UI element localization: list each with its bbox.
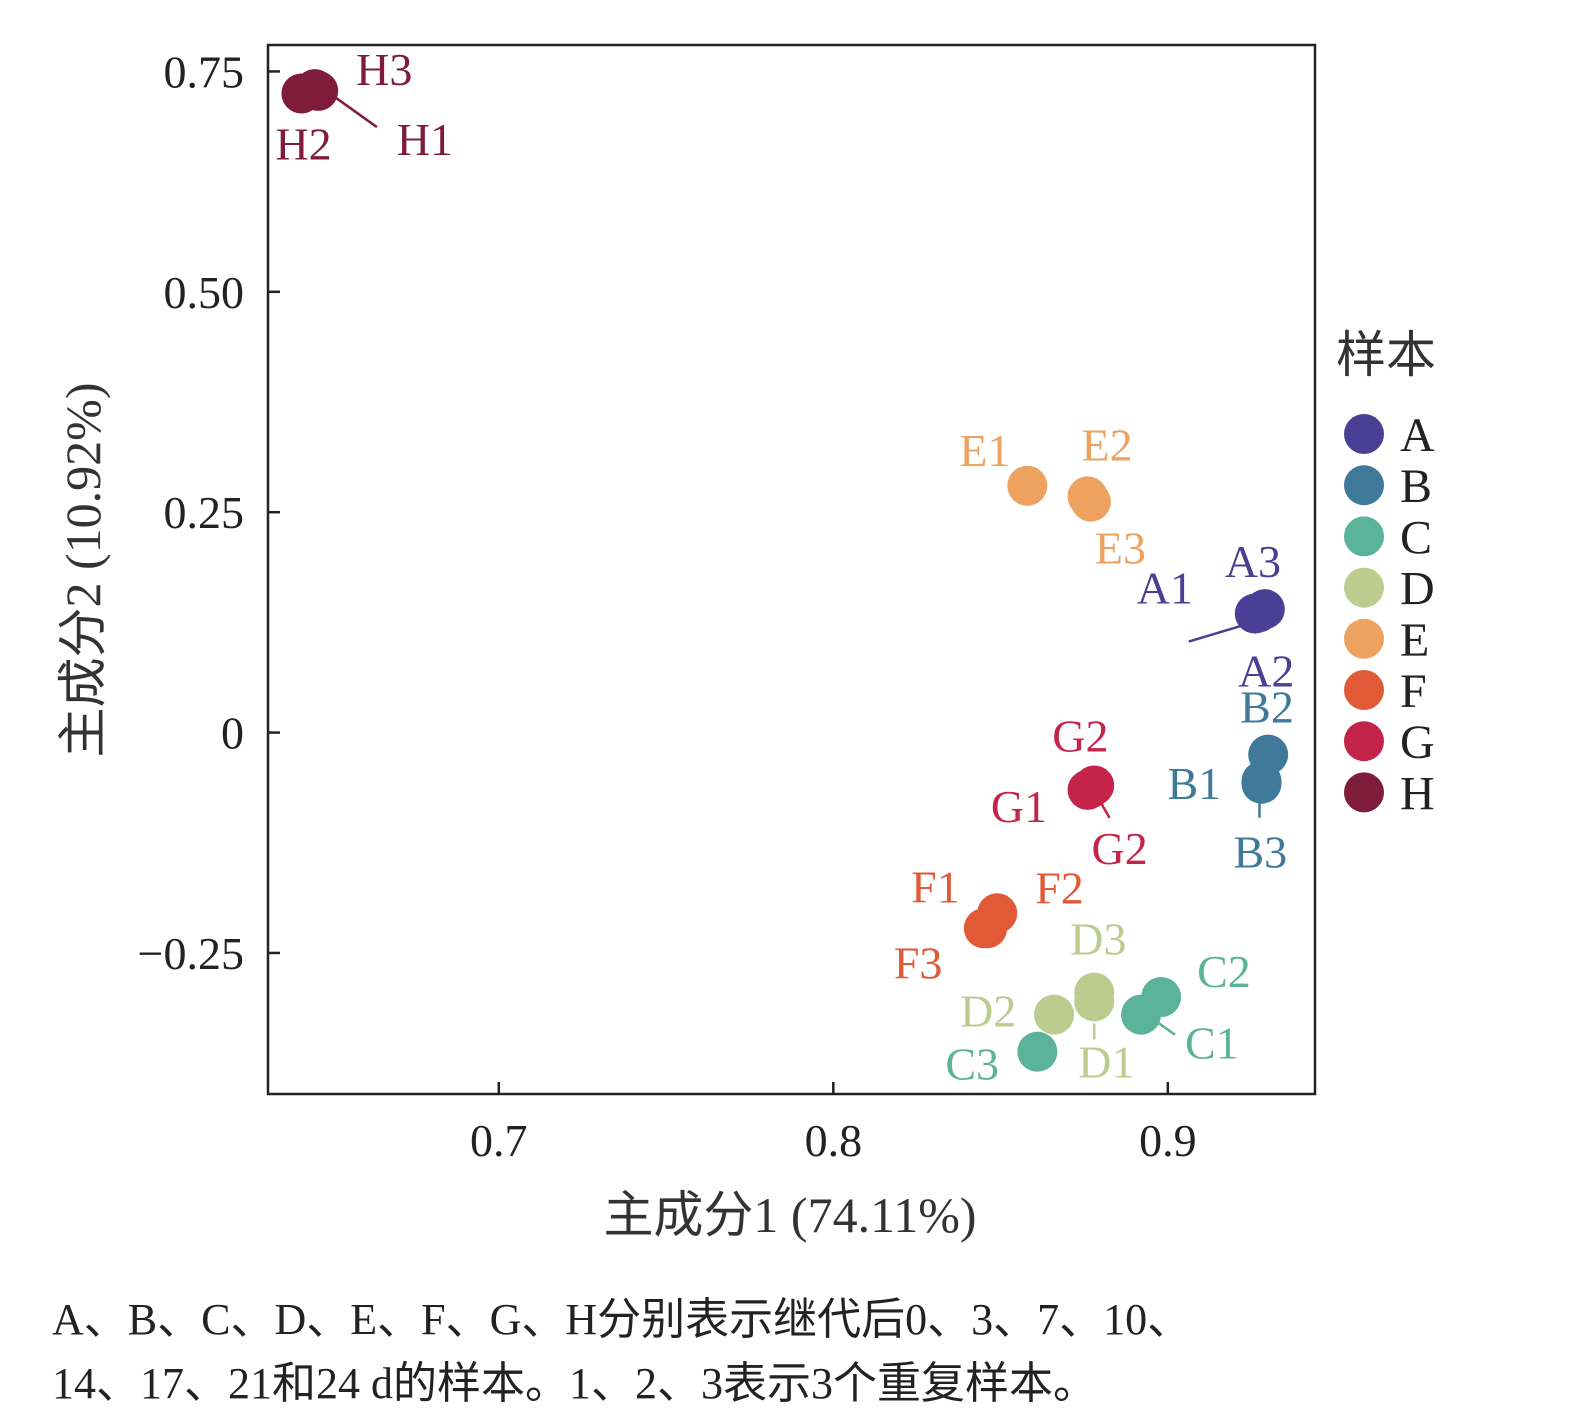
point-label: D1 xyxy=(1078,1036,1134,1087)
point-label: C1 xyxy=(1185,1018,1239,1069)
legend-swatch xyxy=(1344,618,1384,659)
legend-label: G xyxy=(1400,716,1435,769)
data-point xyxy=(1034,994,1075,1035)
legend-label: H xyxy=(1400,767,1435,820)
data-point xyxy=(1007,465,1048,506)
point-label: H2 xyxy=(275,118,331,169)
point-label: B3 xyxy=(1233,827,1287,878)
legend-label: C xyxy=(1400,511,1432,564)
y-tick-label: 0.25 xyxy=(164,487,245,538)
point-label: E1 xyxy=(959,425,1010,476)
legend-label: E xyxy=(1400,614,1429,667)
point-label: E3 xyxy=(1095,523,1146,574)
point-label: D3 xyxy=(1070,914,1126,965)
legend-label: A xyxy=(1400,409,1435,462)
x-tick-label: 0.9 xyxy=(1139,1115,1197,1166)
leader-line xyxy=(1154,1019,1176,1036)
legend-swatch xyxy=(1344,567,1384,608)
data-point xyxy=(298,70,339,111)
caption-line-2: 14、17、21和24 d的样本。1、2、3表示3个重复样本。 xyxy=(52,1359,1097,1408)
legend-swatch xyxy=(1344,670,1384,710)
x-tick-label: 0.7 xyxy=(470,1115,528,1166)
point-label: F1 xyxy=(911,861,960,912)
legend-swatch xyxy=(1344,414,1384,454)
legend-label: F xyxy=(1400,665,1427,718)
leader-line xyxy=(1188,622,1250,643)
legend-swatch xyxy=(1344,772,1384,813)
legend-swatch xyxy=(1344,516,1384,557)
data-point xyxy=(1070,481,1111,522)
leader-line xyxy=(334,96,378,129)
leader-line xyxy=(1100,803,1111,819)
point-label: F3 xyxy=(894,937,943,988)
y-tick-label: 0.50 xyxy=(164,267,245,318)
data-point xyxy=(963,908,1004,949)
data-point xyxy=(1241,763,1282,804)
y-axis-label: 主成分2 (10.92%) xyxy=(55,383,111,758)
caption-line-1: A、B、C、D、E、F、G、H分别表示继代后0、3、7、10、 xyxy=(52,1295,1192,1344)
point-label: D2 xyxy=(960,986,1016,1037)
y-tick-label: −0.25 xyxy=(138,928,244,979)
point-label: E2 xyxy=(1082,419,1133,470)
point-label: G2 xyxy=(1092,823,1148,874)
point-label: A1 xyxy=(1137,563,1193,614)
y-tick-label: 0 xyxy=(221,708,244,759)
point-label: A2 xyxy=(1238,646,1294,697)
point-label: B1 xyxy=(1167,758,1221,809)
legend-swatch xyxy=(1344,721,1384,762)
legend-label: B xyxy=(1400,460,1432,513)
point-label: F2 xyxy=(1035,862,1084,913)
x-tick-label: 0.8 xyxy=(805,1115,863,1166)
data-point xyxy=(1244,589,1285,630)
point-label: G1 xyxy=(991,781,1047,832)
x-axis-label: 主成分1 (74.11%) xyxy=(603,1187,976,1243)
point-label: A3 xyxy=(1225,536,1281,587)
legend-title: 样本 xyxy=(1336,327,1436,383)
y-tick-label: 0.75 xyxy=(164,46,245,97)
legend-label: D xyxy=(1400,563,1435,616)
point-label: B2 xyxy=(1240,682,1294,733)
data-point xyxy=(1141,977,1182,1018)
point-label: G2 xyxy=(1052,710,1108,761)
pca-scatter-chart: 0.75 0.50 0.25 0 −0.25 0.7 0.8 0.9 A1 A2 A3 B1 B2 B3 C… xyxy=(55,43,1436,1243)
legend-swatch xyxy=(1344,465,1384,506)
point-label: C2 xyxy=(1197,946,1251,997)
data-point xyxy=(1017,1031,1058,1072)
data-point xyxy=(1074,765,1115,806)
point-label: C3 xyxy=(945,1039,999,1090)
figure-caption: A、B、C、D、E、F、G、H分别表示继代后0、3、7、10、 14、17、21… xyxy=(52,1288,1552,1416)
plot-area: 0.75 0.50 0.25 0 −0.25 0.7 0.8 0.9 A1 A2 A3 B1 B2 B3 C… xyxy=(138,43,1317,1166)
point-label: H3 xyxy=(356,44,412,95)
point-label: H1 xyxy=(397,114,453,165)
data-point xyxy=(1074,972,1115,1013)
plot-frame xyxy=(266,43,1317,1096)
